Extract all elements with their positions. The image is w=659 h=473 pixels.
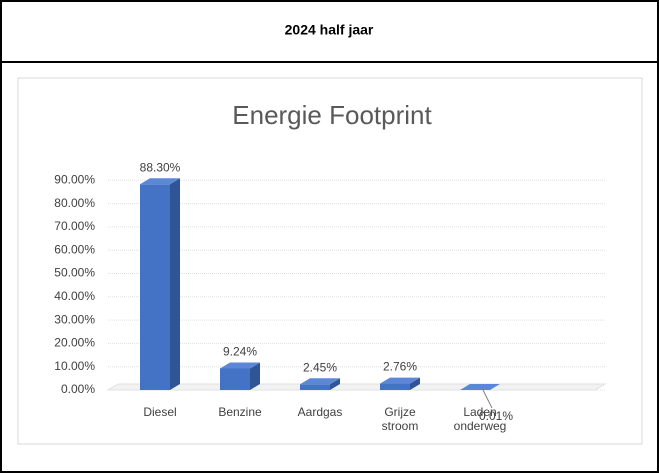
bar-side xyxy=(410,377,420,390)
bar-side xyxy=(250,362,260,390)
value-label: 2.76% xyxy=(383,360,417,374)
bar-side xyxy=(490,383,500,390)
x-tick-label: Laden onderweg xyxy=(453,405,507,433)
y-tick-label: 60.00% xyxy=(54,242,95,256)
value-label: 9.24% xyxy=(223,345,257,359)
bar-top xyxy=(220,362,260,369)
y-tick-label: 40.00% xyxy=(54,289,95,303)
bar-top xyxy=(460,383,500,390)
value-label: 88.30% xyxy=(140,160,181,174)
y-tick-label: 20.00% xyxy=(54,336,95,350)
bar xyxy=(220,368,250,390)
header-title: 2024 half jaar xyxy=(285,22,374,38)
x-tick-label: Benzine xyxy=(218,405,262,419)
bar-top xyxy=(300,378,340,385)
y-tick-label: 0.00% xyxy=(61,382,95,396)
x-tick-label: Grijze stroom xyxy=(381,405,419,433)
x-tick-label: Diesel xyxy=(143,405,177,419)
y-tick-label: 50.00% xyxy=(54,266,95,280)
value-label: 2.45% xyxy=(303,360,337,374)
leader-line xyxy=(481,387,493,409)
bar-side xyxy=(330,378,340,390)
bar xyxy=(380,383,410,390)
bar-top xyxy=(380,377,420,384)
bar xyxy=(140,184,170,390)
value-label: 0.01% xyxy=(479,409,513,423)
y-tick-label: 30.00% xyxy=(54,312,95,326)
y-tick-label: 10.00% xyxy=(54,359,95,373)
y-tick-label: 80.00% xyxy=(54,196,95,210)
chart-title: Energie Footprint xyxy=(232,100,432,130)
y-tick-label: 70.00% xyxy=(54,219,95,233)
bar-top xyxy=(140,178,180,185)
bar-side xyxy=(170,178,180,390)
y-tick-label: 90.00% xyxy=(54,172,95,186)
x-tick-label: Aardgas xyxy=(297,405,343,419)
floor xyxy=(106,383,607,391)
bar xyxy=(300,384,330,390)
